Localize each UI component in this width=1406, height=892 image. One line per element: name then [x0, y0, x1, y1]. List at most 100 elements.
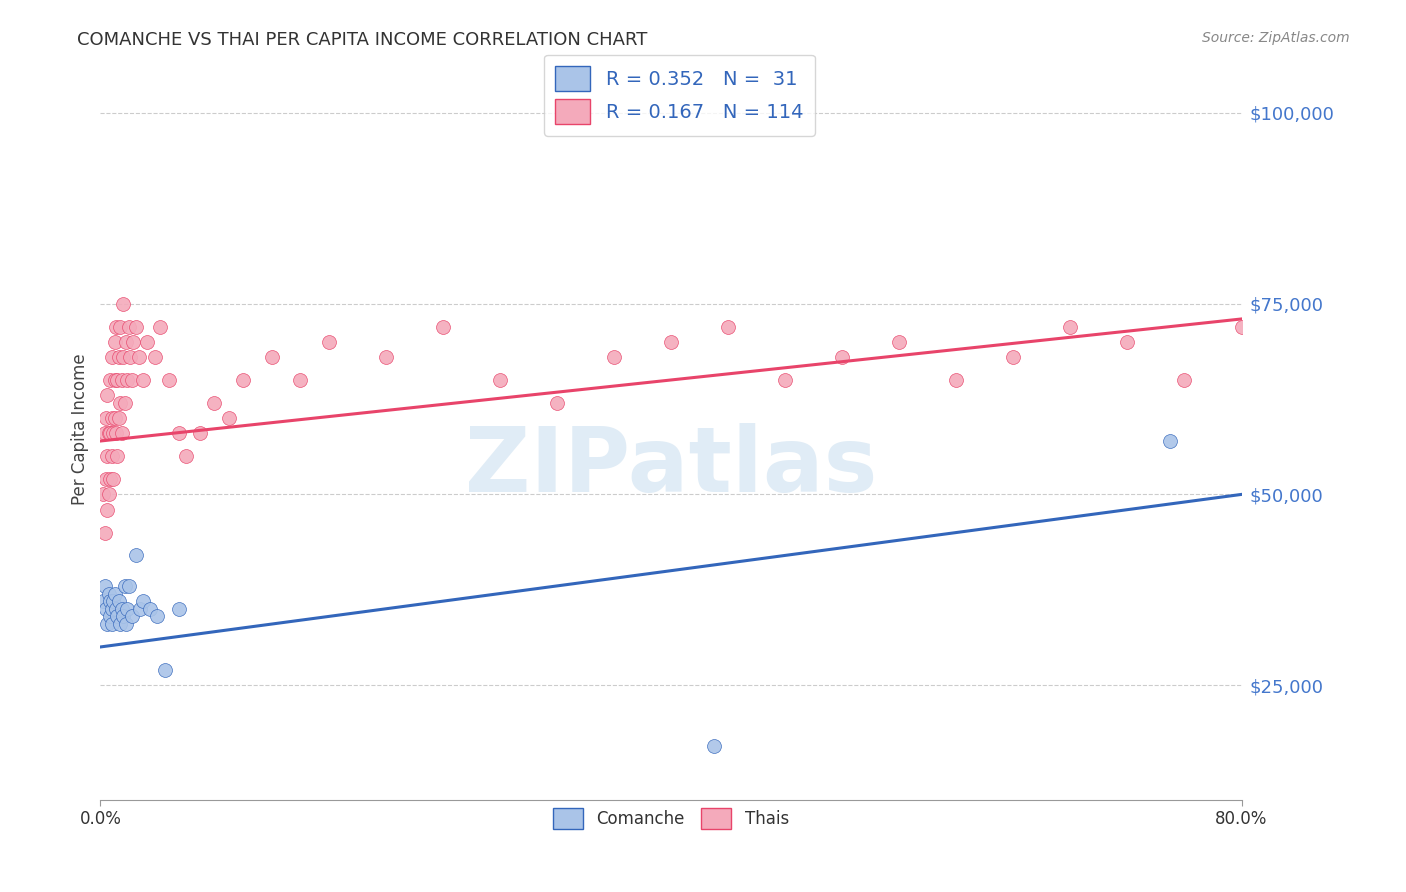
Text: Source: ZipAtlas.com: Source: ZipAtlas.com: [1202, 31, 1350, 45]
Point: [174, 450, 197, 464]
Point: [112, 350, 135, 364]
Point: [107, 609, 129, 624]
Point: [104, 411, 127, 425]
Point: [111, 373, 134, 387]
Text: ZIPatlas: ZIPatlas: [465, 423, 877, 510]
Point: [104, 373, 127, 387]
Point: [717, 319, 740, 334]
Point: [100, 411, 122, 425]
Point: [288, 373, 311, 387]
Point: [103, 594, 125, 608]
Legend: Comanche, Thais: Comanche, Thais: [547, 801, 796, 836]
Point: [97, 487, 120, 501]
Point: [105, 602, 128, 616]
Point: [96, 502, 118, 516]
Point: [1059, 319, 1081, 334]
Point: [122, 334, 145, 349]
Point: [260, 350, 283, 364]
Point: [98, 472, 121, 486]
Point: [121, 373, 143, 387]
Text: COMANCHE VS THAI PER CAPITA INCOME CORRELATION CHART: COMANCHE VS THAI PER CAPITA INCOME CORRE…: [77, 31, 648, 49]
Point: [111, 602, 134, 616]
Point: [125, 319, 148, 334]
Point: [117, 602, 139, 616]
Point: [91, 594, 114, 608]
Point: [97, 586, 120, 600]
Point: [100, 617, 122, 632]
Point: [115, 617, 138, 632]
Point: [115, 334, 138, 349]
Point: [136, 334, 159, 349]
Point: [773, 373, 796, 387]
Point: [104, 334, 127, 349]
Point: [111, 426, 134, 441]
Point: [153, 663, 176, 677]
Point: [110, 617, 132, 632]
Point: [108, 411, 131, 425]
Point: [204, 396, 226, 410]
Point: [100, 350, 122, 364]
Point: [118, 579, 141, 593]
Point: [105, 319, 128, 334]
Point: [98, 609, 121, 624]
Point: [108, 350, 131, 364]
Point: [188, 426, 211, 441]
Point: [96, 450, 118, 464]
Point: [94, 602, 117, 616]
Point: [108, 594, 131, 608]
Point: [157, 373, 180, 387]
Point: [318, 334, 340, 349]
Point: [104, 586, 127, 600]
Point: [945, 373, 967, 387]
Point: [93, 426, 115, 441]
Point: [121, 609, 143, 624]
Point: [143, 350, 166, 364]
Point: [488, 373, 510, 387]
Point: [129, 602, 152, 616]
Point: [132, 373, 155, 387]
Point: [120, 350, 142, 364]
Point: [232, 373, 254, 387]
Point: [546, 396, 568, 410]
Point: [218, 411, 240, 425]
Point: [889, 334, 911, 349]
Point: [96, 617, 118, 632]
Point: [125, 549, 148, 563]
Point: [1116, 334, 1139, 349]
Point: [110, 319, 132, 334]
Point: [107, 450, 129, 464]
Point: [128, 350, 150, 364]
Point: [831, 350, 853, 364]
Point: [149, 319, 172, 334]
Point: [146, 609, 169, 624]
Point: [659, 334, 682, 349]
Point: [139, 602, 162, 616]
Point: [93, 525, 115, 540]
Point: [105, 426, 128, 441]
Point: [103, 426, 125, 441]
Point: [112, 296, 135, 310]
Point: [97, 426, 120, 441]
Point: [96, 388, 118, 402]
Point: [98, 594, 121, 608]
Point: [114, 396, 136, 410]
Point: [118, 319, 141, 334]
Point: [432, 319, 454, 334]
Point: [374, 350, 396, 364]
Point: [103, 472, 125, 486]
Point: [91, 487, 114, 501]
Point: [1002, 350, 1025, 364]
Point: [98, 373, 121, 387]
Point: [114, 579, 136, 593]
Point: [1173, 373, 1195, 387]
Point: [100, 602, 122, 616]
Point: [167, 602, 190, 616]
Point: [112, 609, 135, 624]
Point: [117, 373, 139, 387]
Point: [703, 739, 725, 753]
Point: [93, 579, 115, 593]
Point: [132, 594, 155, 608]
Point: [94, 411, 117, 425]
Point: [107, 373, 129, 387]
Point: [1230, 319, 1253, 334]
